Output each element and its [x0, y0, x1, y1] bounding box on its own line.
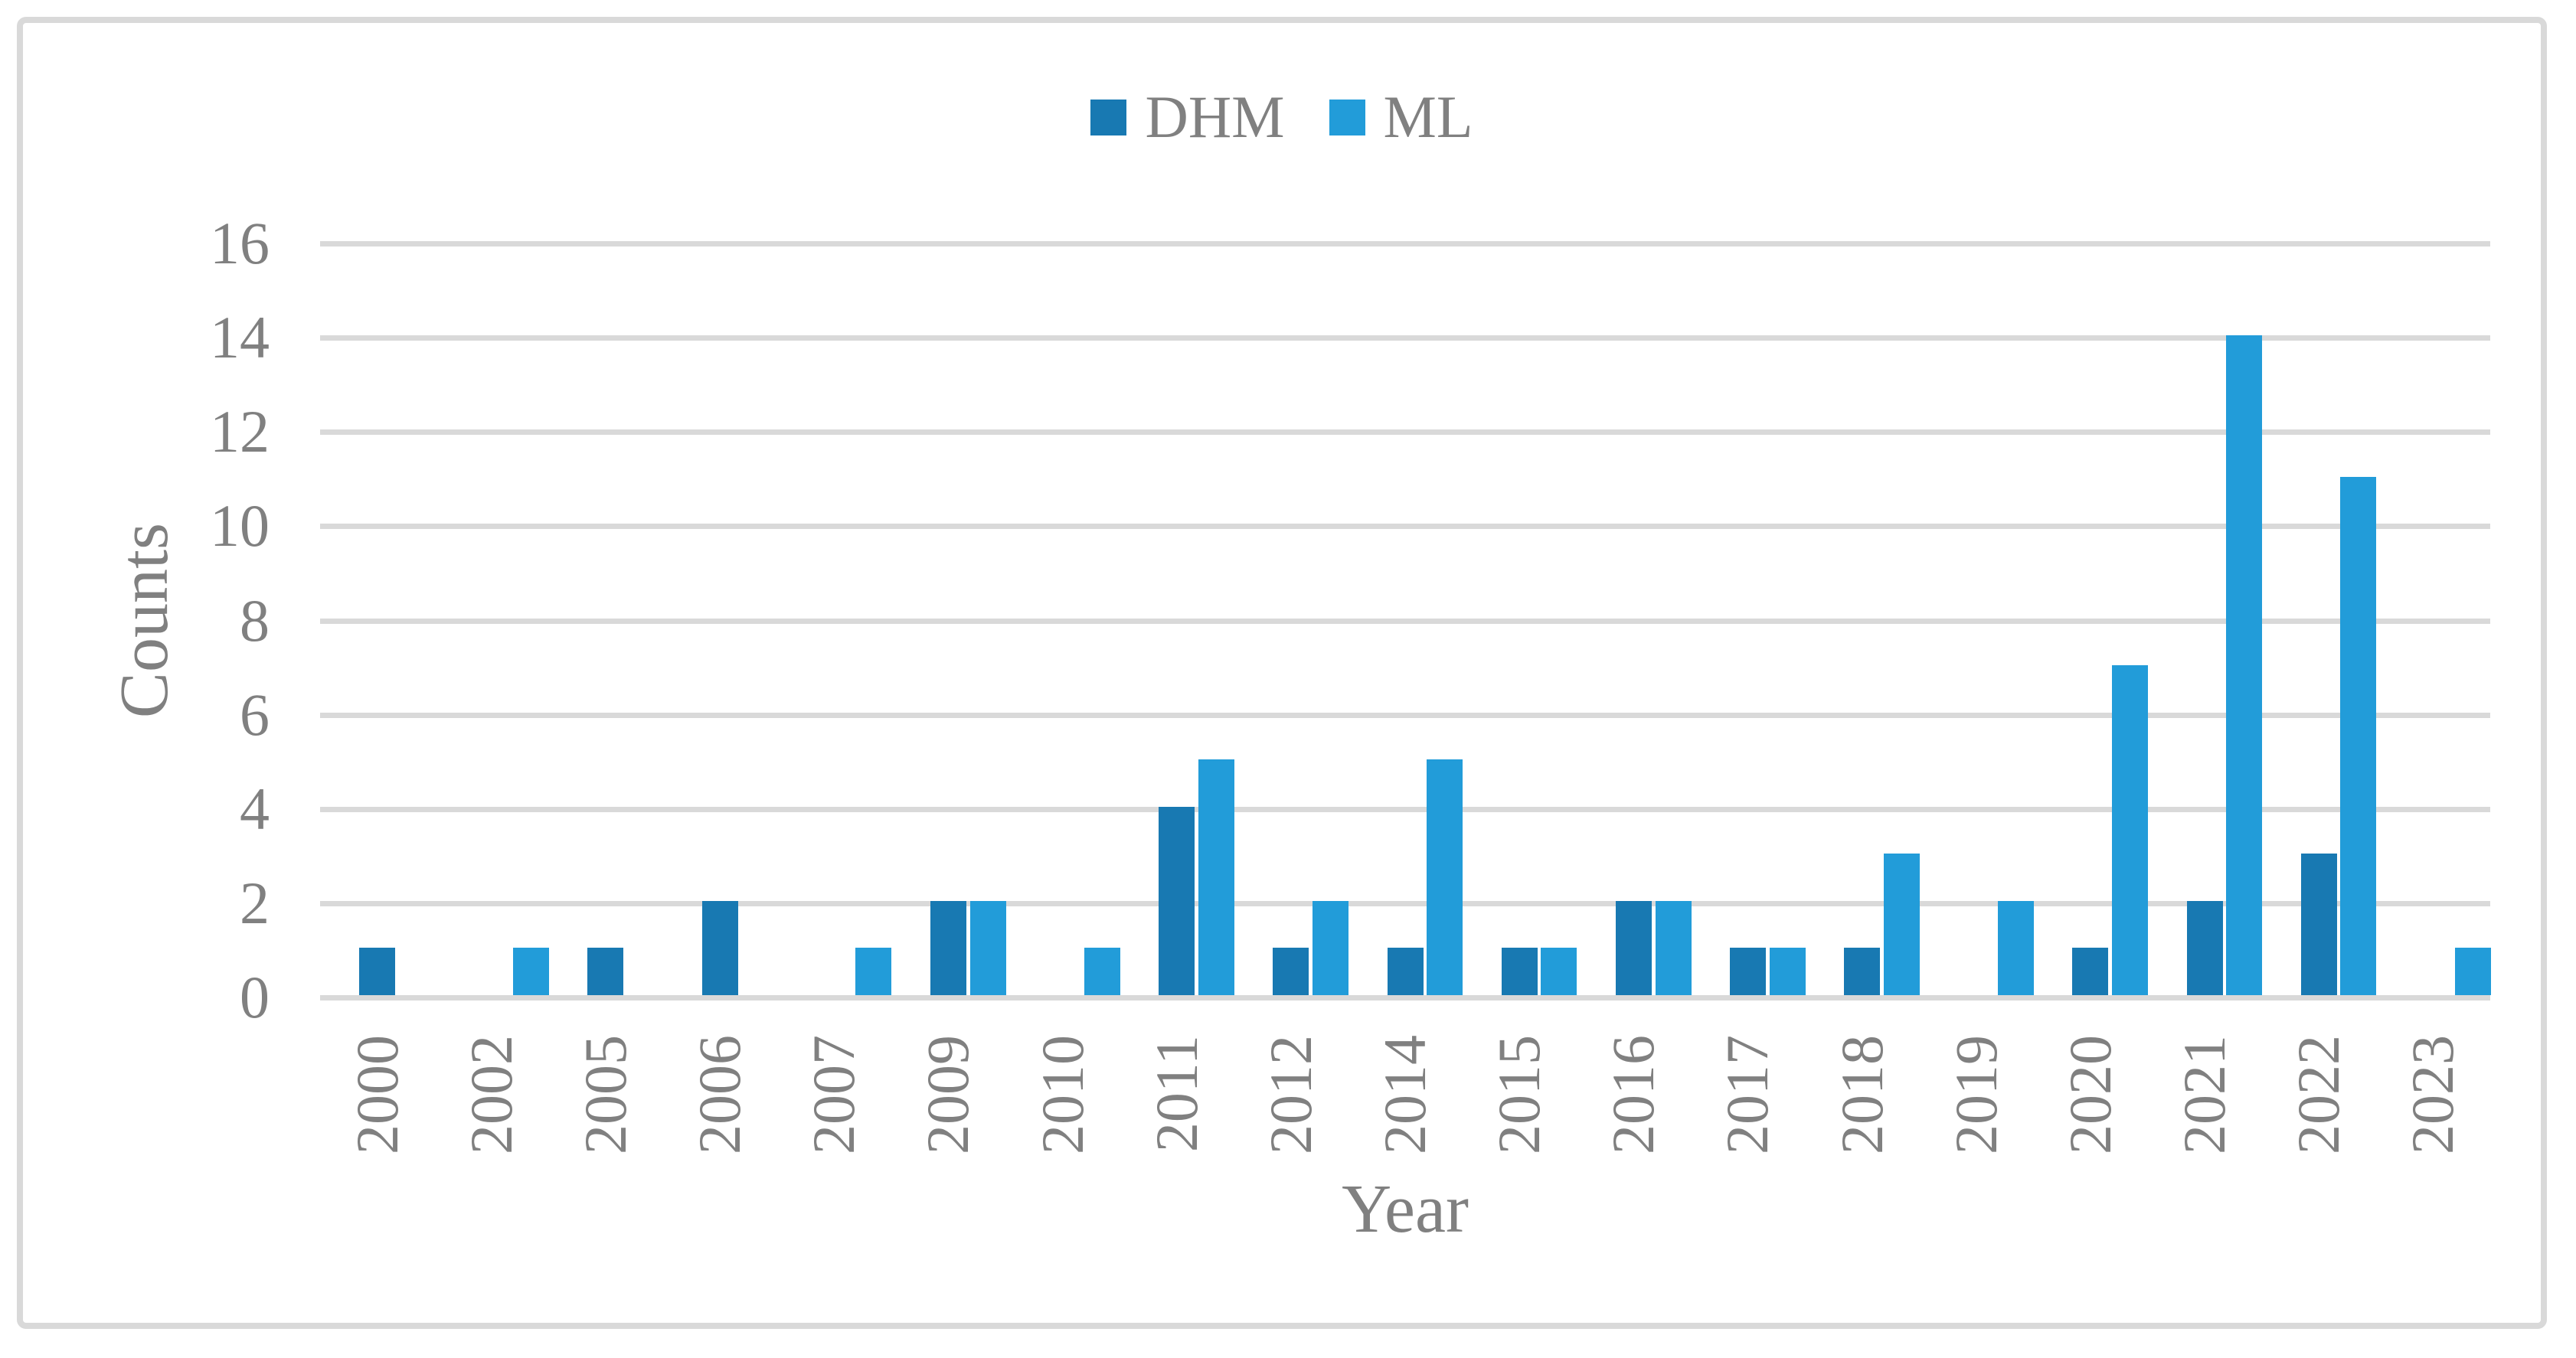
y-tick-label-16: 16 [210, 210, 270, 276]
legend-label-ml: ML [1383, 83, 1473, 150]
y-tick-label-14: 14 [210, 304, 270, 371]
y-tick-label-6: 6 [240, 681, 270, 748]
bar-dhm-2018 [1844, 948, 1881, 995]
bar-ml-2021 [2226, 335, 2263, 995]
y-tick-label-2: 2 [240, 869, 270, 936]
bar-ml-2014 [1427, 759, 1463, 995]
x-tick-label-text: 2021 [2171, 1035, 2238, 1154]
legend-item-dhm: DHM [1090, 83, 1285, 150]
legend-swatch-ml [1329, 99, 1365, 135]
bar-ml-2018 [1883, 854, 1920, 995]
x-tick-label-text: 2006 [686, 1035, 754, 1154]
x-tick-label-text: 2009 [914, 1035, 982, 1154]
bar-ml-2017 [1769, 948, 1806, 995]
bar-dhm-2015 [1501, 948, 1538, 995]
bar-ml-2011 [1198, 759, 1234, 995]
gridline-6 [320, 712, 2490, 718]
bar-ml-2023 [2454, 948, 2491, 995]
bar-dhm-2014 [1387, 948, 1424, 995]
legend: DHM ML [23, 87, 2541, 147]
bar-ml-2015 [1541, 948, 1577, 995]
x-tick-label-text: 2017 [1714, 1035, 1781, 1154]
bar-ml-2007 [855, 948, 892, 995]
x-tick-label-text: 2012 [1257, 1035, 1324, 1154]
bar-dhm-2000 [359, 948, 396, 995]
bar-ml-2016 [1655, 900, 1692, 995]
y-tick-label-4: 4 [240, 775, 270, 842]
x-tick-label-text: 2015 [1486, 1035, 1553, 1154]
x-tick-label-text: 2023 [2399, 1035, 2466, 1154]
bar-dhm-2017 [1729, 948, 1766, 995]
x-tick-label-text: 2022 [2285, 1035, 2352, 1154]
bar-ml-2020 [2112, 665, 2149, 995]
bar-ml-2012 [1313, 900, 1349, 995]
x-tick-label-text: 2019 [1942, 1035, 2009, 1154]
legend-swatch-dhm [1090, 99, 1127, 135]
plot-area [320, 241, 2491, 1001]
bar-dhm-2009 [930, 900, 966, 995]
y-tick-label-10: 10 [210, 492, 270, 560]
bar-dhm-2022 [2300, 854, 2337, 995]
chart-container: DHM ML Counts 0 2 4 6 8 10 12 14 16 2000 2002 2005… [17, 17, 2547, 1329]
x-tick-label-text: 2020 [2056, 1035, 2123, 1154]
gridline-0 [320, 995, 2490, 1001]
legend-label-dhm: DHM [1145, 83, 1285, 150]
y-tick-label-8: 8 [240, 586, 270, 654]
y-tick-label-12: 12 [210, 398, 270, 465]
gridline-2 [320, 900, 2490, 906]
gridline-8 [320, 618, 2490, 624]
bar-ml-2010 [1084, 948, 1120, 995]
x-tick-label-text: 2018 [1828, 1035, 1895, 1154]
bar-dhm-2005 [587, 948, 624, 995]
legend-item-ml: ML [1329, 87, 1473, 147]
gridline-12 [320, 429, 2490, 436]
bar-dhm-2006 [701, 900, 738, 995]
y-axis-tick-labels: 0 2 4 6 8 10 12 14 16 [23, 23, 270, 1323]
bar-dhm-2016 [1615, 900, 1652, 995]
x-tick-label-text: 2011 [1143, 1035, 1210, 1153]
bar-ml-2022 [2340, 476, 2377, 995]
gridline-10 [320, 524, 2490, 530]
x-tick-label-text: 2007 [800, 1035, 868, 1154]
x-tick-label-text: 2000 [343, 1035, 410, 1154]
x-tick-label-text: 2016 [1600, 1035, 1667, 1154]
bar-dhm-2021 [2186, 900, 2223, 995]
x-tick-label-text: 2005 [571, 1035, 639, 1154]
bar-ml-2019 [1997, 900, 2034, 995]
gridline-14 [320, 335, 2490, 341]
gridline-16 [320, 241, 2490, 246]
bar-dhm-2020 [2072, 948, 2109, 995]
x-tick-label-text: 2010 [1028, 1035, 1096, 1154]
bar-dhm-2011 [1159, 806, 1195, 995]
gridline-4 [320, 806, 2490, 812]
x-tick-label-text: 2014 [1371, 1035, 1438, 1154]
bar-ml-2009 [969, 900, 1006, 995]
y-tick-label-0: 0 [240, 964, 270, 1030]
x-axis-title: Year [1342, 1171, 1469, 1247]
bar-dhm-2012 [1273, 948, 1309, 995]
x-tick-label-text: 2002 [457, 1035, 525, 1154]
bar-ml-2002 [512, 948, 549, 995]
